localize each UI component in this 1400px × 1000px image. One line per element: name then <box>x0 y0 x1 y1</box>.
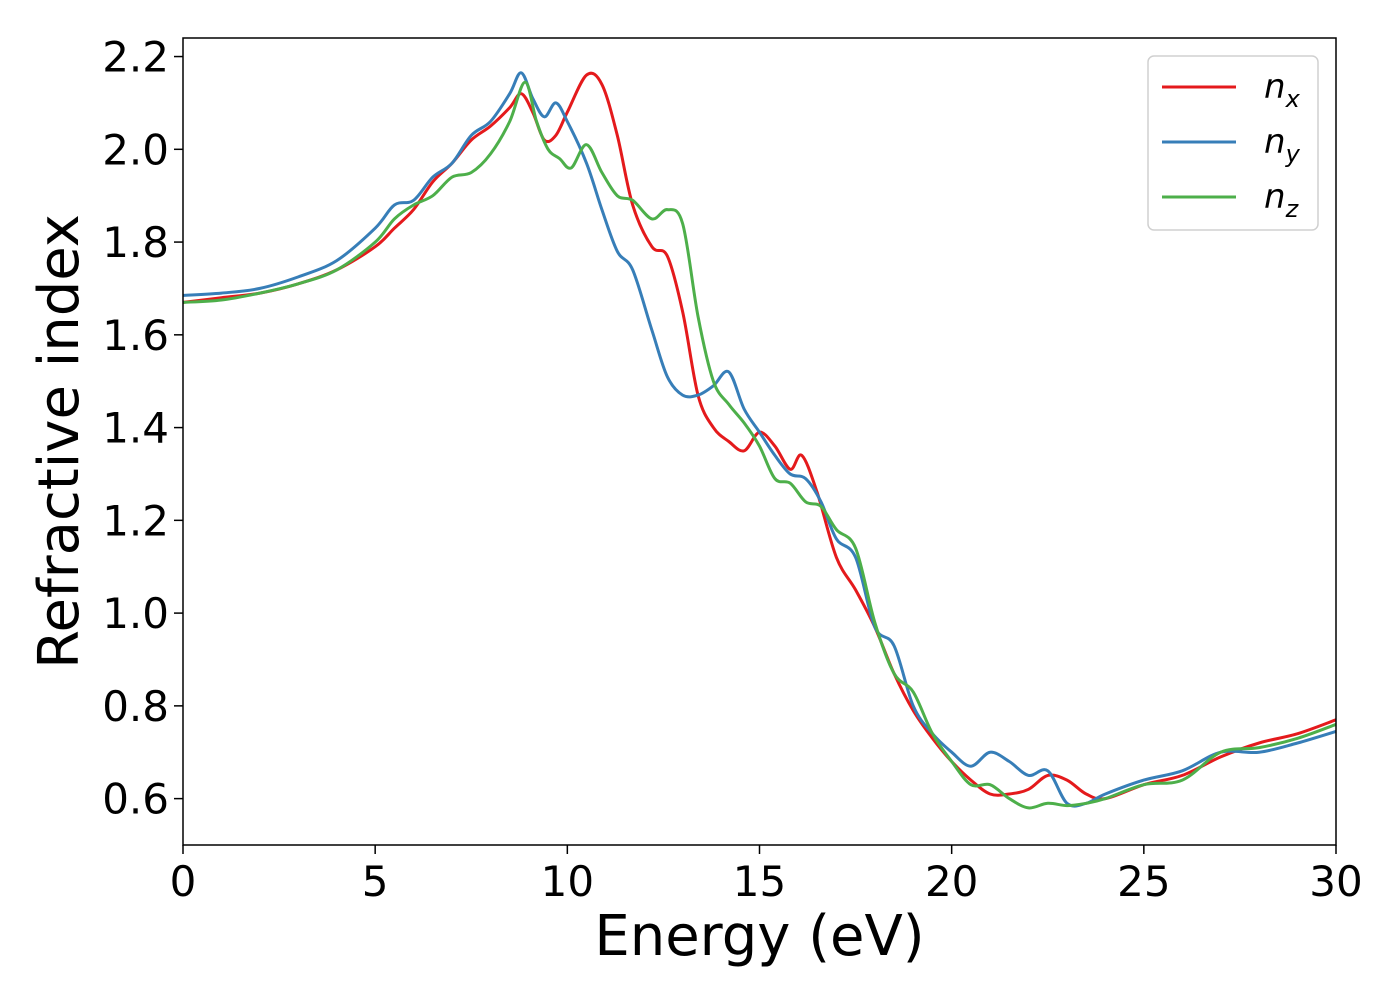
legend-label-x: nx <box>1264 67 1301 113</box>
legend: nx ny nz <box>1147 55 1319 231</box>
y-axis-ticks: 0.6 0.8 1.0 1.2 1.4 1.6 1.8 2.0 2.2 <box>102 33 183 824</box>
legend-label-y: ny <box>1264 122 1301 168</box>
x-tick-label: 25 <box>1117 857 1170 906</box>
y-tick-label: 0.6 <box>102 775 169 824</box>
y-tick-label: 0.8 <box>102 682 169 731</box>
x-tick-label: 20 <box>925 857 978 906</box>
y-tick-label: 1.0 <box>102 589 169 638</box>
y-tick-label: 1.2 <box>102 496 169 545</box>
plot-lines <box>183 71 1336 810</box>
y-tick-label: 2.2 <box>102 33 169 82</box>
y-tick-label: 1.6 <box>102 311 169 360</box>
y-axis-label: Refractive index <box>27 214 92 669</box>
y-tick-label: 1.8 <box>102 218 169 267</box>
y-tick-label: 2.0 <box>102 125 169 174</box>
x-tick-label: 5 <box>362 857 389 906</box>
series-line-y <box>183 71 1336 808</box>
y-tick-label: 1.4 <box>102 404 169 453</box>
x-axis-ticks: 0 5 10 15 20 25 30 <box>170 845 1363 906</box>
x-tick-label: 0 <box>170 857 197 906</box>
x-tick-label: 15 <box>733 857 786 906</box>
x-tick-label: 10 <box>541 857 594 906</box>
legend-label-z: nz <box>1264 177 1300 223</box>
x-tick-label: 30 <box>1309 857 1362 906</box>
series-line-z <box>183 80 1336 810</box>
x-axis-label: Energy (eV) <box>594 904 924 969</box>
